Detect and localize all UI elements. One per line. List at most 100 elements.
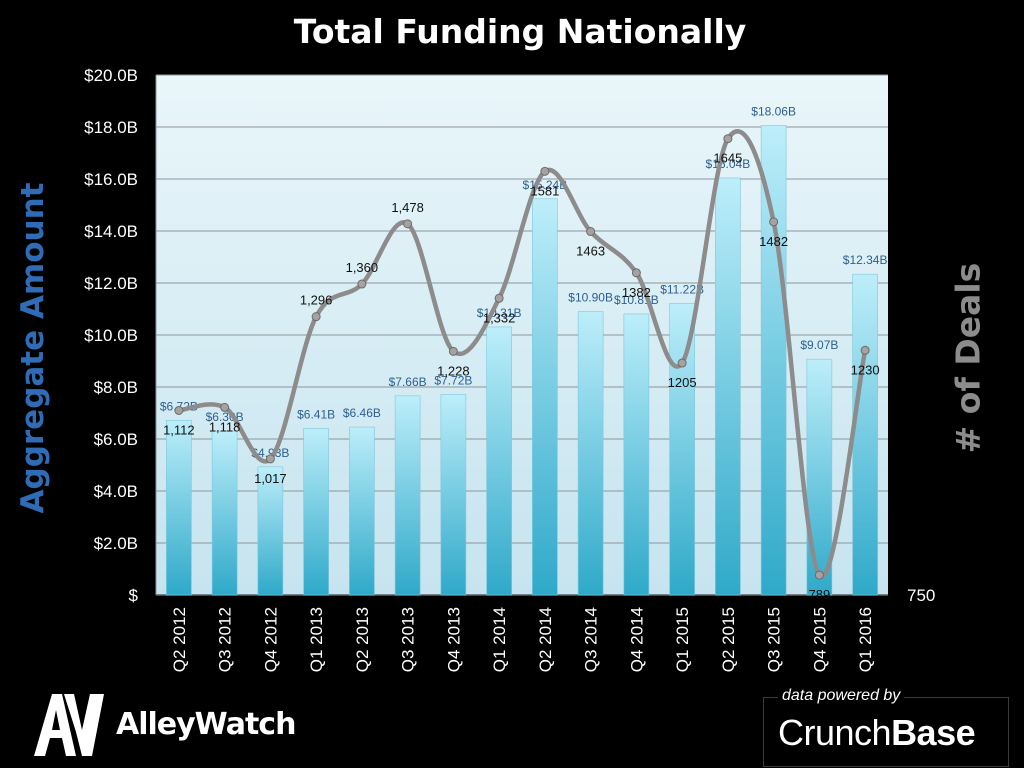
credit-label: data powered by bbox=[778, 687, 905, 705]
logo-mark-text: AW bbox=[70, 750, 72, 753]
bar bbox=[806, 358, 833, 596]
bar bbox=[394, 395, 421, 596]
deals-marker bbox=[723, 134, 733, 144]
chart-title: Total Funding Nationally bbox=[293, 12, 747, 51]
bar-value-label: $4.93B bbox=[251, 446, 289, 460]
y-axis-right-title: # of Deals bbox=[948, 262, 988, 454]
deals-marker bbox=[174, 405, 184, 415]
deals-value-label: 789 bbox=[809, 587, 831, 602]
credit-name-light: Crunch bbox=[778, 712, 892, 753]
credit-name-bold: Base bbox=[891, 712, 976, 753]
x-category-label: Q2 2012 bbox=[170, 607, 189, 672]
deals-value-label: 1,478 bbox=[391, 200, 424, 215]
bar-value-label: $16.04B bbox=[706, 157, 751, 171]
bar bbox=[440, 393, 467, 596]
deals-value-label: 1382 bbox=[622, 285, 651, 300]
bar-value-label: $6.41B bbox=[297, 407, 335, 421]
y-tick-label: $10.0B bbox=[84, 326, 138, 345]
deals-marker bbox=[265, 454, 275, 464]
credit-name: CrunchBase bbox=[778, 712, 976, 754]
x-category-label: Q4 2014 bbox=[627, 607, 646, 672]
y2-tick-label: 750 bbox=[907, 586, 935, 605]
logo-name: AlleyWatch bbox=[116, 706, 296, 742]
deals-marker bbox=[540, 166, 550, 176]
x-category-label: Q4 2015 bbox=[810, 607, 829, 672]
bar bbox=[486, 326, 512, 596]
y-tick-label: $ bbox=[129, 586, 139, 605]
deals-marker bbox=[677, 358, 687, 368]
deals-value-label: 1482 bbox=[759, 234, 788, 249]
deals-marker bbox=[357, 279, 367, 289]
data-credit: data powered by CrunchBase bbox=[763, 687, 1009, 767]
deals-marker bbox=[860, 345, 870, 355]
bar bbox=[577, 311, 604, 596]
bar bbox=[532, 198, 558, 596]
bar bbox=[211, 430, 238, 596]
bar bbox=[852, 273, 878, 596]
bar-value-label: $10.90B bbox=[568, 291, 613, 305]
x-category-label: Q2 2015 bbox=[719, 607, 738, 672]
deals-value-label: 1230 bbox=[851, 362, 880, 377]
deals-value-label: 1581 bbox=[530, 183, 559, 198]
x-category-label: Q3 2014 bbox=[582, 607, 601, 672]
deals-marker bbox=[311, 312, 321, 322]
bar bbox=[303, 428, 329, 596]
bar bbox=[257, 466, 284, 596]
x-category-label: Q2 2013 bbox=[353, 607, 372, 672]
y-tick-label: $14.0B bbox=[84, 222, 138, 241]
y-tick-label: $18.0B bbox=[84, 118, 138, 137]
deals-marker bbox=[494, 293, 504, 303]
deals-marker bbox=[814, 570, 824, 580]
bar-value-label: $11.22B bbox=[660, 282, 704, 296]
bar-value-label: $7.66B bbox=[389, 375, 427, 389]
deals-marker bbox=[403, 219, 413, 229]
y-tick-label: $16.0B bbox=[84, 170, 138, 189]
bar-value-label: $7.72B bbox=[434, 373, 472, 387]
deals-value-label: 1,296 bbox=[300, 293, 333, 308]
deals-marker bbox=[631, 268, 641, 278]
x-category-label: Q1 2013 bbox=[307, 607, 326, 672]
bar-value-label: $6.46B bbox=[343, 406, 381, 420]
y-tick-label: $20.0B bbox=[84, 66, 138, 85]
x-category-label: Q3 2012 bbox=[216, 607, 235, 672]
deals-value-label: 1,360 bbox=[346, 260, 379, 275]
deals-value-label: 1205 bbox=[668, 375, 697, 390]
deals-value-label: 1645 bbox=[713, 151, 742, 166]
deals-line bbox=[176, 129, 868, 579]
bar bbox=[166, 419, 192, 596]
bar bbox=[715, 177, 741, 596]
y-tick-label: $2.0B bbox=[94, 534, 138, 553]
x-category-label: Q1 2014 bbox=[490, 607, 509, 672]
deals-value-label: 1,118 bbox=[209, 419, 241, 434]
y-tick-label: $6.0B bbox=[94, 430, 138, 449]
bar-value-label: $12.34B bbox=[843, 253, 888, 267]
x-category-label: Q2 2014 bbox=[536, 607, 555, 672]
alleywatch-mark-icon: AW bbox=[34, 694, 104, 756]
x-category-label: Q1 2015 bbox=[673, 607, 692, 672]
deals-marker bbox=[586, 227, 596, 237]
deals-value-label: 1,332 bbox=[483, 310, 516, 325]
bar bbox=[760, 125, 787, 596]
bar bbox=[349, 426, 375, 596]
deals-value-label: 1,228 bbox=[437, 363, 470, 378]
x-category-label: Q4 2012 bbox=[261, 607, 280, 672]
deals-marker bbox=[448, 346, 458, 356]
x-category-label: Q1 2016 bbox=[856, 607, 875, 672]
y-tick-label: $4.0B bbox=[94, 482, 138, 501]
x-category-label: Q3 2015 bbox=[765, 607, 784, 672]
alleywatch-logo: AW AlleyWatch bbox=[32, 690, 296, 758]
deals-marker bbox=[769, 217, 779, 227]
y-tick-label: $12.0B bbox=[84, 274, 138, 293]
deals-value-label: 1,017 bbox=[254, 471, 287, 486]
x-category-label: Q4 2013 bbox=[444, 607, 463, 672]
deals-marker bbox=[220, 402, 230, 412]
bar-value-label: $18.06B bbox=[751, 104, 796, 118]
bar bbox=[623, 313, 650, 596]
bar bbox=[669, 302, 695, 596]
bar-value-label: $9.07B bbox=[800, 338, 838, 352]
deals-value-label: 1,112 bbox=[163, 422, 195, 437]
y-axis-left-title: Aggregate Amount bbox=[15, 182, 51, 514]
y-tick-label: $8.0B bbox=[94, 378, 138, 397]
x-category-label: Q3 2013 bbox=[399, 607, 418, 672]
